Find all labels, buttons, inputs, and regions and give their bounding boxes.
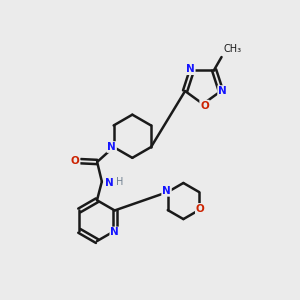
Text: N: N bbox=[110, 227, 119, 237]
Text: CH₃: CH₃ bbox=[224, 44, 242, 54]
Text: N: N bbox=[107, 142, 116, 152]
Text: N: N bbox=[186, 64, 195, 74]
Text: N: N bbox=[218, 86, 227, 96]
Text: N: N bbox=[162, 186, 171, 196]
Text: O: O bbox=[71, 156, 80, 166]
Text: O: O bbox=[200, 100, 209, 111]
Text: H: H bbox=[116, 177, 123, 187]
Text: N: N bbox=[104, 178, 113, 188]
Text: O: O bbox=[196, 204, 205, 214]
